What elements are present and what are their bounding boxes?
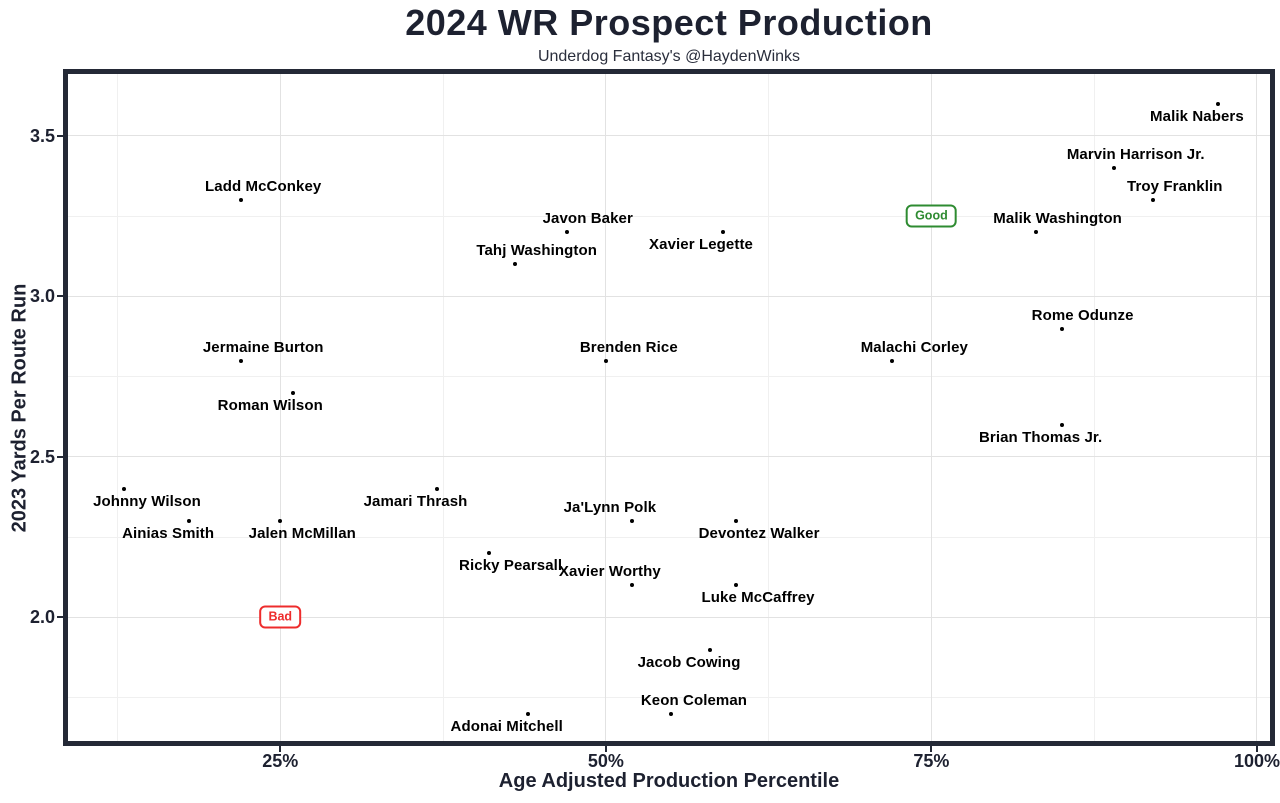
y-axis-tick-label: 3.0: [29, 286, 55, 307]
x-axis-tick-label: 100%: [1233, 751, 1280, 771]
major-gridline-x: [1256, 74, 1258, 741]
data-point: [434, 487, 439, 492]
data-point: [734, 519, 739, 524]
major-gridline-y: [68, 135, 1270, 137]
data-point: [1215, 101, 1220, 106]
chart-title: 2024 WR Prospect Production: [405, 2, 933, 43]
data-point: [291, 390, 296, 395]
x-axis-tick-label: 25%: [262, 751, 299, 771]
data-point: [1059, 326, 1064, 331]
data-point: [721, 230, 726, 235]
data-point-label: Luke McCaffrey: [701, 589, 815, 607]
data-point-label: Rome Odunze: [1031, 306, 1134, 324]
data-point-label: Keon Coleman: [640, 691, 748, 709]
y-axis-tick: [57, 134, 63, 137]
data-point: [1033, 230, 1038, 235]
data-point: [1150, 198, 1155, 203]
y-axis-tick-label: 2.5: [29, 446, 55, 467]
y-axis-tick-label: 2.0: [29, 607, 55, 628]
data-point: [668, 711, 673, 716]
major-gridline-y: [68, 295, 1270, 297]
data-point: [603, 358, 608, 363]
major-gridline-x: [930, 74, 932, 741]
data-point: [278, 519, 283, 524]
major-gridline-y: [68, 616, 1270, 618]
minor-gridline-x: [1093, 74, 1095, 741]
data-point-label: Ladd McConkey: [205, 178, 322, 196]
data-point: [734, 583, 739, 588]
data-point-label: Brenden Rice: [579, 338, 678, 356]
data-point-label: Roman Wilson: [217, 396, 323, 414]
x-axis-tick: [1255, 746, 1258, 752]
data-point: [629, 583, 634, 588]
y-axis-tick: [57, 295, 63, 298]
data-point: [564, 230, 569, 235]
minor-gridline-x: [116, 74, 118, 741]
minor-gridline-x: [442, 74, 444, 741]
x-axis-tick: [604, 746, 607, 752]
data-point-label: Jamari Thrash: [363, 493, 468, 511]
y-axis-tick: [57, 616, 63, 619]
data-point: [629, 519, 634, 524]
minor-gridline-y: [68, 215, 1270, 217]
data-point-label: Ricky Pearsall: [459, 557, 563, 575]
data-point-label: Javon Baker: [542, 210, 633, 228]
data-point-label: Ja'Lynn Polk: [563, 499, 657, 517]
data-point: [525, 711, 530, 716]
plot-inner: Malik Nabers Marvin Harrison Jr. Troy Fran…: [68, 74, 1270, 741]
data-point: [512, 262, 517, 267]
minor-gridline-x: [768, 74, 770, 741]
chart-subtitle: Underdog Fantasy's @HaydenWinks: [537, 48, 801, 65]
minor-gridline-y: [68, 697, 1270, 699]
data-point-label: Xavier Legette: [649, 236, 754, 254]
major-gridline-y: [68, 456, 1270, 458]
y-axis-title: 2023 Yards Per Route Run: [8, 283, 31, 533]
data-point: [890, 358, 895, 363]
data-point: [486, 551, 491, 556]
data-point: [187, 519, 192, 524]
y-axis-tick: [57, 455, 63, 458]
bad-annotation-badge: Bad: [259, 605, 302, 629]
data-point-label: Ainias Smith: [122, 525, 215, 543]
data-point-label: Adonai Mitchell: [450, 717, 563, 735]
data-point-label: Marvin Harrison Jr.: [1066, 146, 1205, 164]
data-point-label: Malik Nabers: [1150, 107, 1244, 125]
data-point-label: Johnny Wilson: [93, 493, 201, 511]
data-point: [1111, 166, 1116, 171]
data-point: [708, 647, 713, 652]
data-point: [1059, 422, 1064, 427]
major-gridline-x: [605, 74, 607, 741]
data-point-label: Xavier Worthy: [558, 563, 661, 581]
data-point: [121, 487, 126, 492]
data-point-label: Jacob Cowing: [637, 653, 741, 671]
major-gridline-x: [279, 74, 281, 741]
data-point-label: Devontez Walker: [698, 525, 820, 543]
data-point-label: Malik Washington: [993, 210, 1122, 228]
x-axis-tick-label: 75%: [913, 751, 950, 771]
x-axis-tick: [930, 746, 933, 752]
data-point-label: Troy Franklin: [1127, 178, 1223, 196]
x-axis-tick-label: 50%: [587, 751, 624, 771]
data-point-label: Brian Thomas Jr.: [978, 428, 1103, 446]
minor-gridline-y: [68, 376, 1270, 378]
x-axis-tick: [279, 746, 282, 752]
data-point: [239, 358, 244, 363]
data-point: [239, 198, 244, 203]
good-annotation-badge: Good: [906, 204, 957, 228]
minor-gridline-y: [68, 536, 1270, 538]
data-point-label: Jermaine Burton: [202, 338, 324, 356]
data-point-label: Malachi Corley: [860, 338, 968, 356]
data-point-label: Tahj Washington: [476, 242, 597, 260]
y-axis-tick-label: 3.5: [29, 125, 55, 146]
x-axis-title: Age Adjusted Production Percentile: [498, 770, 840, 792]
data-point-label: Jalen McMillan: [248, 525, 356, 543]
